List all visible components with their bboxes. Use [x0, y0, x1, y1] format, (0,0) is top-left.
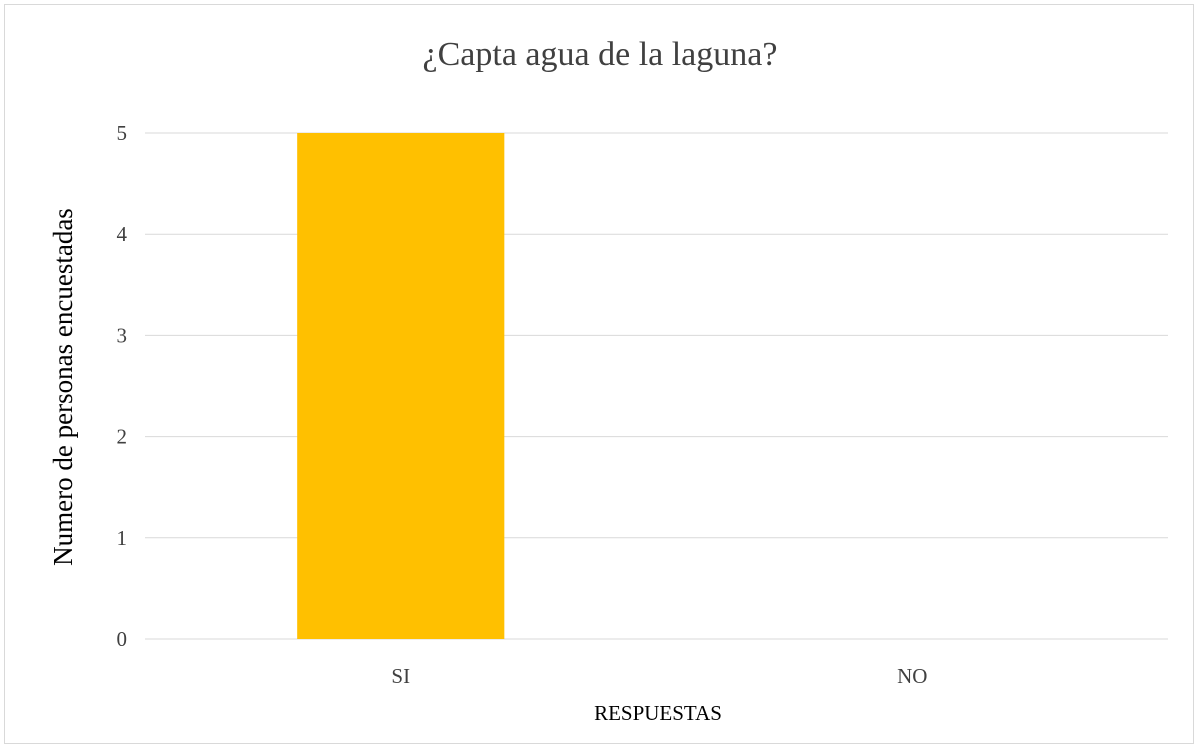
- y-tick-label: 2: [117, 425, 128, 449]
- bar-si: [297, 133, 505, 639]
- y-tick-label: 4: [117, 222, 128, 246]
- x-tick-label: SI: [391, 664, 410, 688]
- y-axis-label: Numero de personas encuestadas: [48, 208, 78, 566]
- y-tick-label: 5: [117, 121, 128, 145]
- chart-frame: [4, 4, 1194, 744]
- x-axis-label: RESPUESTAS: [594, 701, 722, 725]
- bars: [297, 133, 505, 639]
- y-tick-label: 3: [117, 323, 128, 347]
- x-axis-ticks: SI NO: [391, 664, 927, 688]
- y-tick-label: 0: [117, 627, 128, 651]
- chart-title: ¿Capta agua de la laguna?: [423, 36, 778, 73]
- y-axis-ticks: 0 1 2 3 4 5: [117, 121, 128, 651]
- y-tick-label: 1: [117, 526, 128, 550]
- x-tick-label: NO: [897, 664, 927, 688]
